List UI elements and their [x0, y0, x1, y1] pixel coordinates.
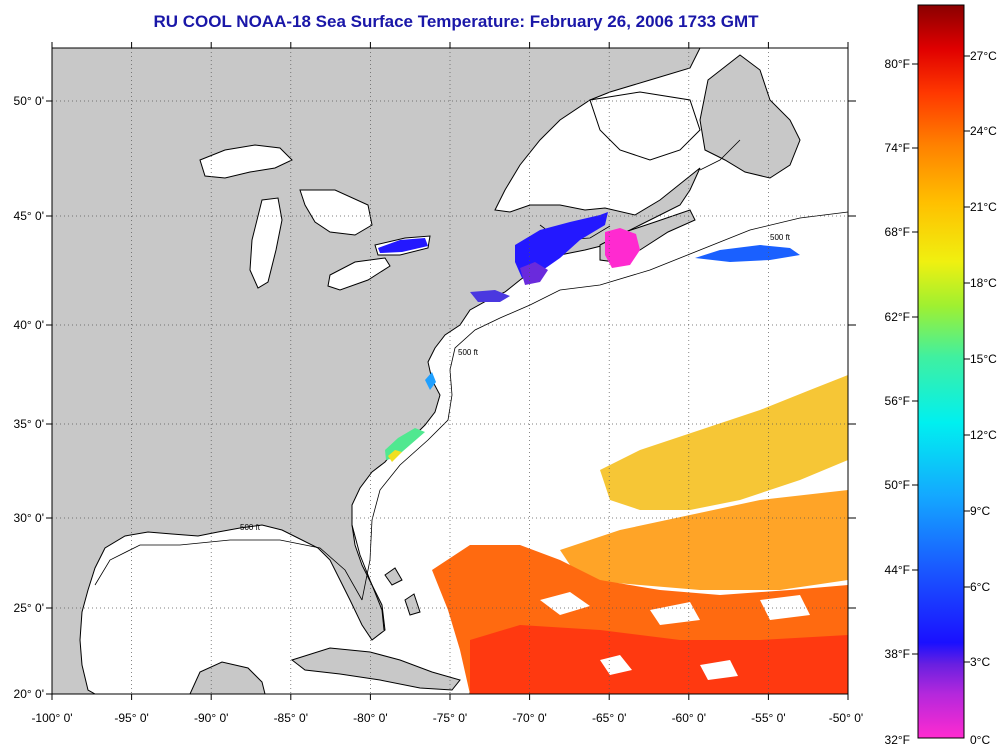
- land-yucatan: [189, 661, 266, 694]
- map-title: RU COOL NOAA-18 Sea Surface Temperature:…: [153, 12, 759, 31]
- land-newfoundland: [699, 54, 801, 179]
- lon-tick-label: -85° 0': [274, 711, 308, 725]
- colorbar-f-label: 38°F: [885, 647, 910, 661]
- lat-tick-label: 40° 0': [14, 318, 44, 332]
- colorbar-c-label: 18°C: [970, 276, 997, 290]
- gridlines: [52, 48, 848, 694]
- colorbar-f-label: 62°F: [885, 310, 910, 324]
- sst-patch-atlantic-warm: [432, 375, 848, 694]
- colorbar-bar: [917, 4, 965, 739]
- lake-michigan: [249, 197, 283, 289]
- lon-tick-label: -90° 0': [194, 711, 228, 725]
- colorbar-f-label: 80°F: [885, 57, 910, 71]
- lake-superior: [199, 144, 293, 179]
- lat-tick-label: 30° 0': [14, 511, 44, 525]
- lon-tick-label: -50° 0': [829, 711, 863, 725]
- colorbar-c-label: 0°C: [970, 733, 990, 747]
- sst-patch-hatteras: [385, 372, 436, 462]
- colorbar-f-label: 32°F: [885, 733, 910, 747]
- contour-500ft: [94, 139, 848, 601]
- land-north-america: [52, 48, 701, 694]
- lon-tick-label: -80° 0': [353, 711, 387, 725]
- colorbar-c-label: 24°C: [970, 124, 997, 138]
- colorbar-c-label: 6°C: [970, 580, 990, 594]
- land-bahamas: [384, 567, 421, 616]
- lon-tick-label: -65° 0': [592, 711, 626, 725]
- colorbar-f-label: 50°F: [885, 478, 910, 492]
- x-axis: -100° 0' -95° 0' -90° 0' -85° 0' -80° 0'…: [31, 42, 863, 725]
- colorbar-c-label: 27°C: [970, 49, 997, 63]
- colorbar-f-label: 74°F: [885, 141, 910, 155]
- contour-label: 500 ft: [770, 233, 791, 242]
- lat-tick-label: 50° 0': [14, 94, 44, 108]
- colorbar-c-label: 15°C: [970, 352, 997, 366]
- contour-label: 500 ft: [458, 348, 479, 357]
- lon-tick-label: -55° 0': [751, 711, 785, 725]
- land-cuba: [290, 647, 461, 691]
- colorbar-c-label: 3°C: [970, 655, 990, 669]
- colorbar-c-label: 9°C: [970, 504, 990, 518]
- colorbar-f-label: 44°F: [885, 563, 910, 577]
- lake-erie: [327, 257, 391, 291]
- coastline-florida: [351, 524, 385, 631]
- lat-tick-label: 35° 0': [14, 417, 44, 431]
- lat-tick-label: 45° 0': [14, 209, 44, 223]
- lon-tick-label: -70° 0': [512, 711, 546, 725]
- lon-tick-label: -60° 0': [672, 711, 706, 725]
- plot-content: 500 ft 500 ft 500 ft: [52, 48, 848, 694]
- colorbar-f-label: 56°F: [885, 394, 910, 408]
- lat-tick-label: 20° 0': [14, 687, 44, 701]
- sst-patch-gulf-of-maine: [378, 212, 800, 302]
- lon-tick-label: -95° 0': [114, 711, 148, 725]
- lon-tick-label: -100° 0': [31, 711, 72, 725]
- colorbar-f-label: 68°F: [885, 225, 910, 239]
- y-axis: 50° 0' 45° 0' 40° 0' 35° 0' 30° 0' 25° 0…: [14, 94, 856, 701]
- lat-tick-label: 25° 0': [14, 601, 44, 615]
- colorbar-c-label: 12°C: [970, 428, 997, 442]
- lake-huron: [299, 189, 373, 236]
- gulf-st-lawrence: [589, 91, 701, 161]
- contour-label: 500 ft: [240, 523, 261, 532]
- lon-tick-label: -75° 0': [433, 711, 467, 725]
- colorbar: 80°F 74°F 68°F 62°F 56°F 50°F 44°F 38°F …: [885, 4, 997, 747]
- colorbar-c-label: 21°C: [970, 200, 997, 214]
